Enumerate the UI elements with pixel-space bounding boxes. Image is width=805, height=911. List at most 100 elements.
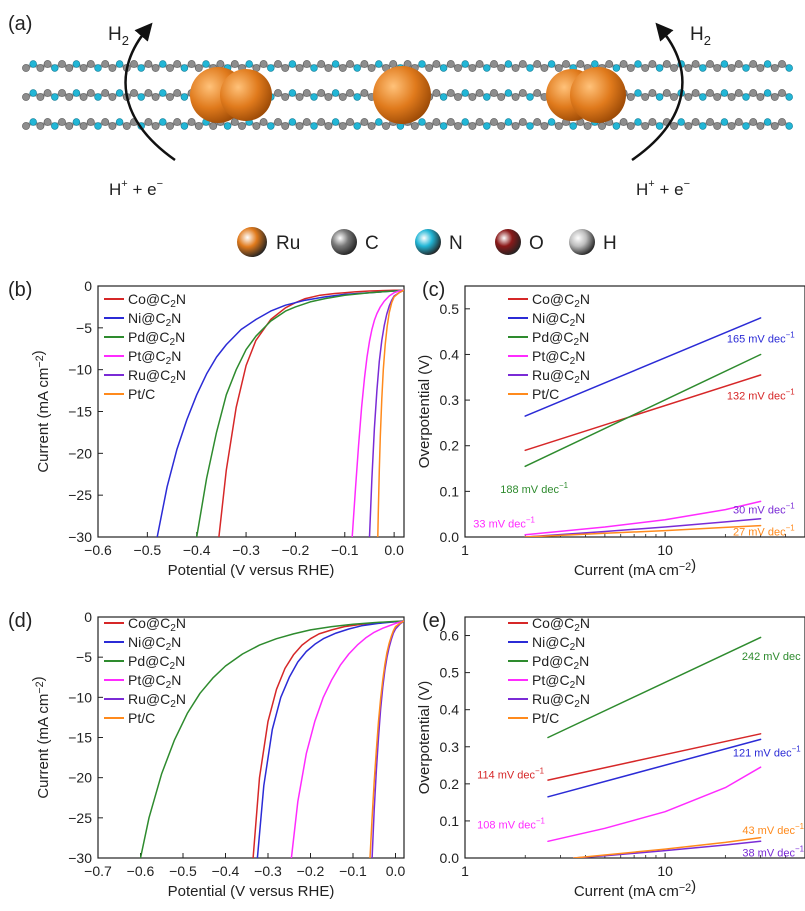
carbon-atom bbox=[86, 89, 95, 97]
carbon-atom bbox=[144, 118, 153, 126]
carbon-atom bbox=[468, 64, 477, 72]
nitrogen-atom bbox=[612, 122, 621, 130]
nitrogen-atom bbox=[137, 64, 145, 72]
carbon-atom bbox=[641, 64, 650, 72]
legend-label: Ni@C2N bbox=[128, 310, 181, 329]
carbon-atom bbox=[425, 122, 434, 130]
nitrogen-atom bbox=[202, 60, 210, 68]
x-tick-label: −0.5 bbox=[134, 542, 162, 558]
slope-annotation: 165 mV dec−1 bbox=[727, 330, 795, 345]
carbon-atom bbox=[713, 122, 722, 130]
carbon-atom bbox=[151, 93, 160, 101]
carbon-atom bbox=[648, 60, 657, 68]
carbon-atom bbox=[684, 93, 693, 101]
carbon-atom bbox=[770, 93, 779, 101]
nitrogen-atom bbox=[267, 122, 275, 130]
carbon-atom bbox=[194, 64, 203, 72]
x-tick-label: −0.2 bbox=[297, 863, 325, 879]
series-line-pd-c2n bbox=[524, 353, 762, 468]
nitrogen-atom bbox=[547, 118, 556, 126]
carbon-atom bbox=[216, 60, 225, 68]
chart-panel-b: (b) 0 −5 −10 −15 −20 −25 −30−0.6 −0.5 −0.4 −0.3 −0.… bbox=[8, 278, 405, 579]
carbon-atom bbox=[562, 60, 570, 68]
carbon-atom bbox=[86, 60, 95, 68]
carbon-atom bbox=[770, 64, 779, 72]
y-tick-label: 0.5 bbox=[440, 301, 460, 317]
nitrogen-atom bbox=[526, 64, 534, 72]
nitrogen-atom bbox=[94, 122, 102, 130]
carbon-atom bbox=[281, 93, 290, 101]
series-line-ni-c2n bbox=[524, 317, 762, 417]
nitrogen-atom bbox=[159, 60, 167, 68]
carbon-atom bbox=[324, 93, 333, 101]
nitrogen-atom bbox=[439, 122, 448, 130]
nitrogen-atom bbox=[742, 93, 750, 101]
y-tick-label: 0.3 bbox=[440, 392, 460, 408]
atom-legend-swatch bbox=[331, 229, 357, 255]
carbon-atom bbox=[382, 122, 390, 130]
y-tick-label: −15 bbox=[68, 404, 92, 420]
y-tick-label: 0 bbox=[84, 609, 92, 625]
y-tick-label: 0.2 bbox=[440, 776, 460, 792]
atom-legend-label: N bbox=[449, 233, 463, 254]
carbon-atom bbox=[79, 64, 88, 72]
carbon-atom bbox=[144, 60, 153, 68]
nitrogen-atom bbox=[51, 64, 59, 72]
x-tick-label: −0.4 bbox=[212, 863, 240, 879]
series-line-pd-c2n bbox=[547, 636, 762, 739]
carbon-atom bbox=[684, 64, 693, 72]
nitrogen-atom bbox=[223, 122, 232, 130]
carbon-atom bbox=[756, 64, 765, 72]
nitrogen-atom bbox=[785, 93, 793, 101]
legend-label: Ru@C2N bbox=[532, 367, 590, 386]
series-line-co-c2n bbox=[547, 733, 762, 781]
nitrogen-atom bbox=[72, 60, 81, 68]
carbon-atom bbox=[36, 93, 45, 101]
carbon-atom bbox=[43, 118, 52, 126]
nitrogen-atom bbox=[288, 118, 297, 126]
nitrogen-atom bbox=[180, 64, 189, 72]
carbon-atom bbox=[454, 93, 462, 101]
carbon-atom bbox=[166, 122, 174, 130]
nitrogen-atom bbox=[720, 89, 729, 97]
nitrogen-atom bbox=[763, 60, 772, 68]
nitrogen-atom bbox=[115, 118, 124, 126]
carbon-atom bbox=[490, 118, 498, 126]
legend-label: Co@C2N bbox=[128, 615, 186, 634]
nitrogen-atom bbox=[331, 60, 340, 68]
series-line-pt-c2n bbox=[351, 289, 404, 537]
carbon-atom bbox=[281, 122, 290, 130]
carbon-atom bbox=[605, 60, 614, 68]
carbon-atom bbox=[317, 89, 326, 97]
nitrogen-atom bbox=[591, 60, 599, 68]
nitrogen-atom bbox=[94, 93, 102, 101]
nitrogen-atom bbox=[310, 93, 318, 101]
slope-annotation: 121 mV dec−1 bbox=[733, 744, 801, 759]
carbon-atom bbox=[187, 60, 196, 68]
arrow-right bbox=[631, 22, 684, 162]
carbon-atom bbox=[662, 60, 671, 68]
nitrogen-atom bbox=[720, 60, 729, 68]
series-line-co-c2n bbox=[252, 620, 404, 858]
legend-label: Pt/C bbox=[128, 710, 155, 726]
series-line-pt-c bbox=[377, 289, 404, 537]
nitrogen-atom bbox=[310, 64, 318, 72]
carbon-atom bbox=[540, 122, 549, 130]
x-axis-label: Current (mA cm−2) bbox=[574, 557, 696, 579]
carbon-atom bbox=[497, 64, 506, 72]
nitrogen-atom bbox=[785, 122, 793, 130]
nitrogen-atom bbox=[655, 93, 664, 101]
carbon-atom bbox=[454, 64, 462, 72]
y-tick-label: 0.4 bbox=[440, 346, 460, 362]
carbon-atom bbox=[713, 93, 722, 101]
nitrogen-atom bbox=[526, 122, 534, 130]
legend-label: Pt@C2N bbox=[128, 672, 181, 691]
carbon-atom bbox=[727, 93, 736, 101]
carbon-atom bbox=[274, 89, 282, 97]
series-line-ni-c2n bbox=[256, 620, 404, 858]
series-line-pt-c2n bbox=[547, 766, 762, 843]
x-tick-label: −0.4 bbox=[183, 542, 211, 558]
nitrogen-atom bbox=[375, 60, 383, 68]
x-tick-label: −0.3 bbox=[232, 542, 260, 558]
